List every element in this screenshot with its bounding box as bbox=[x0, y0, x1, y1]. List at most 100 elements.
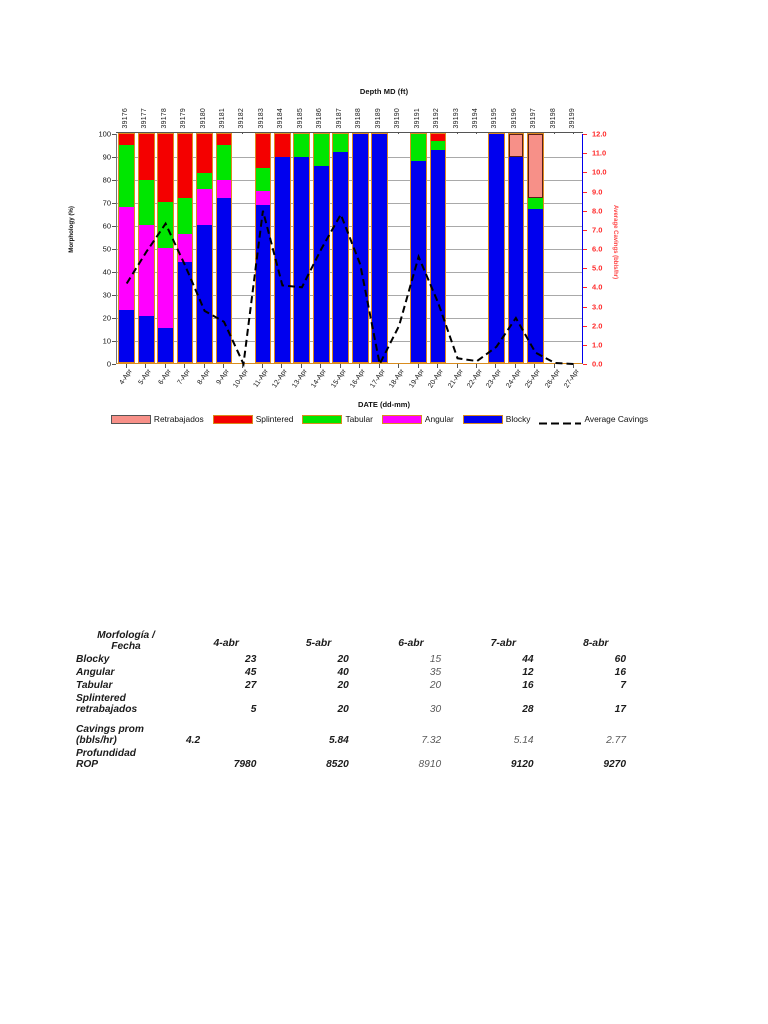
y-axis-tick-label: 60 bbox=[102, 221, 111, 231]
gridline bbox=[117, 318, 582, 319]
table-cell: 20 bbox=[337, 654, 349, 666]
gridline bbox=[117, 180, 582, 181]
legend-item[interactable]: Blocky bbox=[462, 414, 530, 424]
top-axis-tick-label: 39190 bbox=[394, 107, 402, 128]
table-cell: 40 bbox=[337, 667, 349, 679]
y-axis-tick-label: 100 bbox=[98, 129, 111, 139]
table-cell: 7 bbox=[620, 680, 626, 692]
y2-axis-tick-label: 8.0 bbox=[592, 206, 603, 216]
top-axis-tick-label: 39188 bbox=[355, 107, 363, 128]
y2-axis-tick bbox=[583, 344, 587, 346]
y-axis-tick bbox=[112, 341, 116, 342]
table-row: Tabular 27 20 20 16 7 bbox=[72, 679, 642, 692]
legend-item[interactable]: Retrabajados bbox=[110, 414, 204, 424]
stacked-bar bbox=[312, 133, 330, 363]
table-row: Cavings prom (bbls/hr) 4.2 5.84 7.32 5.14 2.7… bbox=[72, 723, 642, 747]
table-cell: 7980 bbox=[233, 759, 257, 771]
x-axis-tick bbox=[184, 364, 186, 368]
x-axis-tick bbox=[203, 364, 205, 368]
stacked-bar bbox=[526, 133, 544, 363]
top-axis-labels: 39176 39177 39178 39179 39180 39181 39182 39183… bbox=[116, 98, 583, 132]
legend-swatch-angular bbox=[381, 414, 422, 424]
x-axis-tick bbox=[320, 364, 322, 368]
x-axis-tick bbox=[125, 364, 127, 368]
table-cell: 16 bbox=[522, 680, 534, 692]
bar-segment-tabular bbox=[197, 172, 212, 189]
y-axis-tick bbox=[112, 157, 116, 158]
table-spacer bbox=[72, 716, 642, 723]
x-axis-tick bbox=[417, 364, 419, 368]
table-cell: 44 bbox=[522, 654, 534, 666]
bar-segment-blocky bbox=[158, 327, 173, 362]
top-axis-tick-label: 39189 bbox=[374, 107, 382, 128]
y-axis-tick bbox=[112, 180, 116, 181]
table-cell: 17 bbox=[614, 704, 626, 716]
y2-axis-tick bbox=[583, 191, 587, 193]
table-cell: 9120 bbox=[510, 759, 534, 771]
top-axis-tick-label: 39199 bbox=[569, 107, 577, 128]
y2-axis-tick bbox=[583, 229, 587, 231]
bar-segment-retrabajados bbox=[527, 134, 543, 198]
y2-axis-tick-label: 3.0 bbox=[592, 302, 603, 311]
x-axis-tick bbox=[145, 364, 147, 368]
bar-segment-splintered bbox=[197, 134, 212, 173]
legend-label: Tabular bbox=[345, 414, 373, 424]
top-axis-tick-label: 39186 bbox=[316, 107, 324, 128]
x-axis-tick bbox=[378, 364, 380, 368]
bar-segment-blocky bbox=[527, 209, 543, 362]
legend-swatch-splintered bbox=[212, 414, 253, 424]
table-row: Splintered retrabajados 5 20 30 28 17 bbox=[72, 692, 642, 716]
legend-swatch-tabular bbox=[302, 414, 343, 424]
table-row-label: Angular bbox=[76, 667, 115, 679]
table-col-header: 4-abr bbox=[213, 638, 239, 650]
table-cell: 5 bbox=[250, 704, 257, 716]
y-axis-tick-label: 80 bbox=[102, 175, 111, 185]
y-axis-tick-label: 10 bbox=[102, 336, 111, 346]
table-cell: 20 bbox=[429, 680, 442, 692]
table-cell: 9270 bbox=[603, 759, 626, 771]
legend-item[interactable]: Splintered bbox=[212, 414, 293, 424]
bar-segment-angular bbox=[197, 188, 212, 226]
legend-item[interactable]: Average Cavings bbox=[539, 414, 648, 424]
y2-axis-tick bbox=[583, 287, 587, 289]
bar-segment-blocky bbox=[119, 309, 135, 362]
table-row: Profundidad ROP 7980 8520 8910 9120 9270 bbox=[72, 747, 642, 771]
y-axis-tick bbox=[112, 134, 116, 135]
chart-legend: Retrabajados Splintered Tabular Angular Bloc… bbox=[0, 414, 768, 424]
top-axis-tick-label: 39191 bbox=[413, 107, 421, 128]
legend-label: Angular bbox=[424, 414, 454, 424]
y2-axis-tick-label: 1.0 bbox=[592, 340, 603, 350]
table-cell: 28 bbox=[522, 704, 534, 716]
bar-segment-tabular bbox=[430, 140, 446, 150]
y-axis-tick-label: 0 bbox=[106, 359, 111, 369]
y-axis-tick-label: 40 bbox=[102, 267, 111, 277]
top-axis-tick-label: 39181 bbox=[219, 107, 227, 128]
legend-item[interactable]: Tabular bbox=[302, 414, 373, 424]
y2-axis-tick-label: 5.0 bbox=[592, 263, 603, 273]
average-cavings-line bbox=[125, 210, 575, 368]
top-axis-tick-label: 39194 bbox=[471, 107, 479, 128]
top-axis-tick-label: 39197 bbox=[530, 107, 538, 128]
x-axis-tick bbox=[534, 364, 536, 368]
bar-segment-retrabajados bbox=[508, 134, 524, 157]
gridline bbox=[117, 272, 582, 273]
legend-item[interactable]: Angular bbox=[381, 414, 454, 424]
gridline bbox=[117, 249, 582, 250]
bar-segment-splintered bbox=[138, 134, 154, 180]
bar-segment-tabular bbox=[294, 134, 310, 157]
top-axis-tick-label: 39196 bbox=[510, 107, 518, 128]
chart-top-axis-title: Depth MD (ft) bbox=[359, 87, 409, 96]
stacked-bar bbox=[351, 133, 369, 363]
table-cell: 20 bbox=[337, 680, 349, 692]
bar-segment-tabular bbox=[216, 145, 232, 180]
table-corner-label: Morfología / Fecha bbox=[97, 630, 155, 652]
bar-segment-splintered bbox=[177, 134, 193, 198]
y2-axis-tick bbox=[583, 249, 587, 250]
table-row-label: Profundidad ROP bbox=[76, 748, 136, 771]
y2-axis-tick bbox=[583, 153, 587, 155]
top-axis-tick-label: 39178 bbox=[160, 107, 168, 128]
legend-dashed-line-icon bbox=[539, 415, 582, 424]
x-axis-tick bbox=[398, 364, 400, 368]
table-header-row: Morfología / Fecha 4-abr 5-abr 6-abr 7-a… bbox=[72, 630, 642, 653]
bar-segment-angular bbox=[177, 234, 193, 262]
